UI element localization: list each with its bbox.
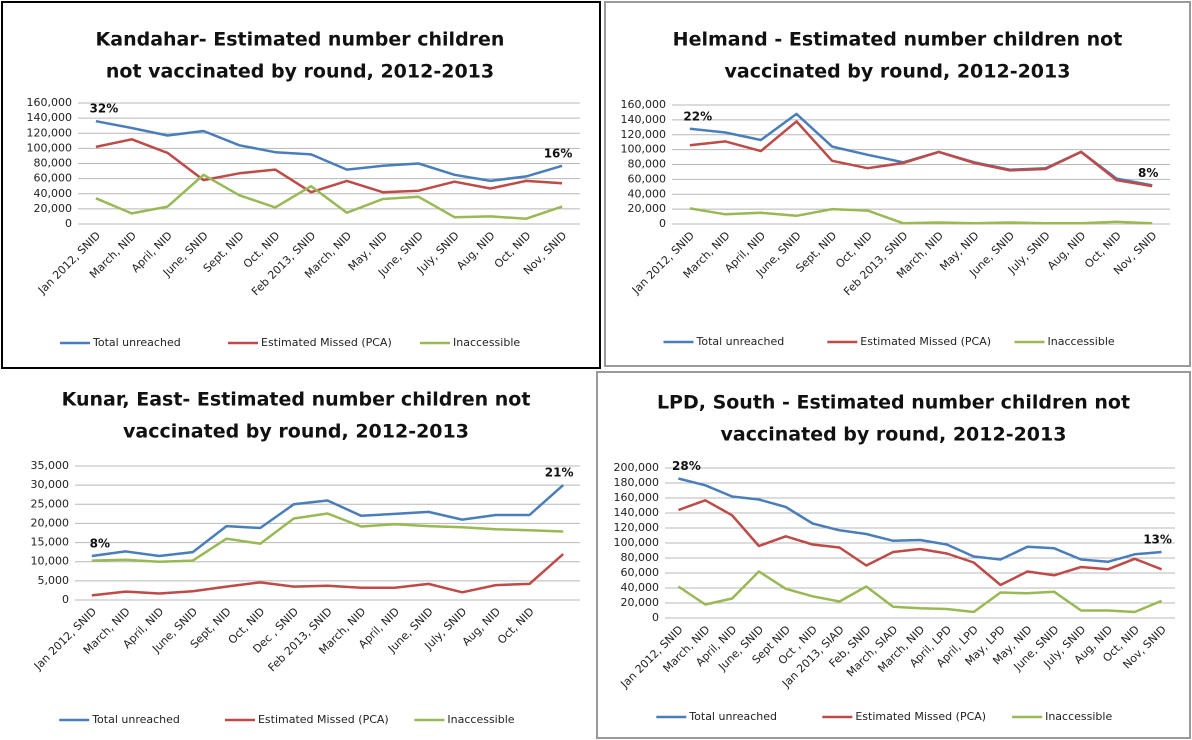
y-tick-label: 60,000 — [621, 566, 660, 579]
series-line — [95, 173, 563, 220]
y-tick-label: 20,000 — [31, 516, 70, 529]
y-tick-label: 10,000 — [31, 555, 70, 568]
y-tick-label: 140,000 — [621, 113, 667, 126]
y-tick-label: 160,000 — [621, 98, 667, 111]
legend-label: Inaccessible — [1048, 335, 1115, 348]
legend-label: Estimated Missed (PCA) — [258, 713, 389, 726]
y-tick-label: 60,000 — [34, 172, 73, 185]
panel-border — [1, 1, 601, 369]
y-tick-label: 40,000 — [628, 187, 667, 200]
legend-label: Inaccessible — [447, 713, 514, 726]
series-line — [91, 484, 565, 558]
series-line — [91, 512, 564, 563]
chart-title: LPD, South - Estimated number children n… — [657, 392, 1130, 414]
panel-border — [604, 1, 1191, 367]
legend-label: Estimated Missed (PCA) — [855, 710, 986, 723]
legend-label: Inaccessible — [453, 336, 520, 349]
annotation: 28% — [672, 459, 701, 473]
chart-title: vaccinated by round, 2012-2013 — [123, 421, 469, 443]
y-tick-label: 100,000 — [27, 141, 73, 154]
y-tick-label: 30,000 — [31, 478, 70, 491]
y-tick-label: 100,000 — [614, 536, 660, 549]
y-tick-label: 80,000 — [621, 551, 660, 564]
legend-label: Total unreached — [91, 713, 180, 726]
y-tick-label: 120,000 — [27, 126, 73, 139]
y-tick-label: 180,000 — [614, 476, 660, 489]
chart-title: Kandahar- Estimated number children — [96, 29, 505, 51]
series-line — [689, 207, 1153, 225]
y-tick-label: 20,000 — [621, 596, 660, 609]
y-tick-label: 140,000 — [614, 506, 660, 519]
chart-title: Helmand - Estimated number children not — [673, 29, 1123, 51]
y-tick-label: 25,000 — [31, 497, 70, 510]
series-line — [678, 477, 1162, 564]
series-line — [95, 138, 563, 194]
y-tick-label: 0 — [659, 217, 666, 230]
y-tick-label: 200,000 — [614, 461, 660, 474]
legend-label: Estimated Missed (PCA) — [261, 336, 392, 349]
y-tick-label: 15,000 — [31, 536, 70, 549]
y-tick-label: 120,000 — [621, 128, 667, 141]
y-tick-label: 120,000 — [614, 521, 660, 534]
chart-title: Kunar, East- Estimated number children n… — [62, 389, 531, 411]
series-line — [677, 570, 1163, 614]
annotation: 8% — [1138, 166, 1158, 180]
panel-border — [596, 371, 1191, 739]
y-tick-label: 160,000 — [614, 491, 660, 504]
annotation: 21% — [545, 466, 574, 480]
legend-label: Estimated Missed (PCA) — [860, 335, 991, 348]
series-line — [91, 553, 565, 597]
y-tick-label: 100,000 — [621, 143, 667, 156]
y-tick-label: 35,000 — [31, 459, 70, 472]
legend-label: Inaccessible — [1045, 710, 1112, 723]
legend-label: Total unreached — [92, 336, 181, 349]
annotation: 8% — [90, 536, 110, 550]
y-tick-label: 40,000 — [34, 187, 73, 200]
y-tick-label: 80,000 — [34, 157, 73, 170]
y-tick-label: 20,000 — [34, 202, 73, 215]
legend-label: Total unreached — [696, 335, 785, 348]
series-line — [689, 120, 1153, 188]
annotation: 32% — [90, 102, 119, 116]
y-tick-label: 0 — [62, 593, 69, 606]
annotation: 13% — [1143, 533, 1172, 547]
y-tick-label: 5,000 — [38, 574, 70, 587]
series-line — [95, 119, 563, 183]
y-tick-label: 20,000 — [628, 202, 667, 215]
y-tick-label: 0 — [652, 611, 659, 624]
annotation: 16% — [544, 146, 573, 160]
chart-title: vaccinated by round, 2012-2013 — [725, 61, 1071, 83]
series-line — [677, 499, 1163, 587]
y-tick-label: 160,000 — [27, 96, 73, 109]
y-tick-label: 80,000 — [628, 158, 667, 171]
chart-title: not vaccinated by round, 2012-2013 — [106, 61, 494, 83]
annotation: 22% — [683, 109, 712, 123]
y-tick-label: 60,000 — [628, 172, 667, 185]
chart-title: vaccinated by round, 2012-2013 — [721, 424, 1067, 446]
legend-label: Total unreached — [688, 710, 777, 723]
y-tick-label: 40,000 — [621, 581, 660, 594]
y-tick-label: 140,000 — [27, 111, 73, 124]
y-tick-label: 0 — [65, 217, 72, 230]
